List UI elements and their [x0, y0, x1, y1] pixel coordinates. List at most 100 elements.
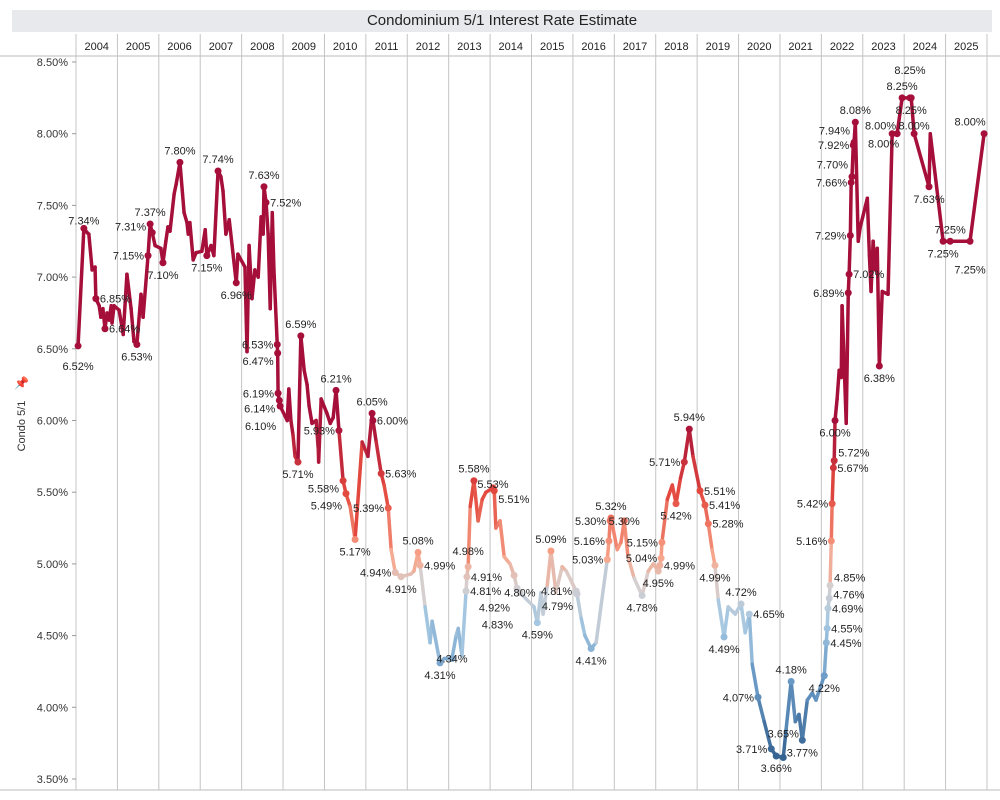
data-label: 6.59%: [285, 319, 316, 331]
data-label: 8.00%: [865, 121, 896, 133]
line-segment: [227, 217, 234, 248]
line-segment: [450, 633, 458, 661]
data-label: 5.58%: [308, 484, 339, 496]
data-label: 4.79%: [542, 601, 573, 613]
data-label: 4.78%: [626, 602, 657, 614]
data-label: 7.25%: [928, 248, 959, 260]
y-tick-label: 4.00%: [37, 702, 68, 714]
data-label: 4.83%: [482, 619, 513, 631]
line-segment: [305, 382, 311, 408]
data-point: [80, 224, 88, 232]
data-point: [939, 237, 947, 245]
line-segment: [640, 569, 651, 598]
data-point: [275, 396, 283, 404]
data-point: [436, 659, 444, 667]
data-label: 5.09%: [535, 534, 566, 546]
line-segment: [660, 497, 670, 545]
y-tick-label: 8.50%: [37, 57, 68, 69]
line-segment: [762, 719, 774, 751]
line-segment: [418, 563, 427, 609]
line-segment: [353, 440, 364, 542]
data-label: 5.51%: [704, 486, 735, 498]
y-tick-label: 5.50%: [37, 487, 68, 499]
data-point: [260, 183, 268, 191]
line-segment: [219, 174, 225, 193]
data-label: 6.52%: [62, 361, 93, 373]
data-point: [605, 537, 613, 545]
data-label: 6.10%: [245, 421, 276, 433]
data-label: 4.85%: [834, 572, 865, 584]
line-segment: [374, 440, 383, 476]
data-label: 4.18%: [776, 664, 807, 676]
data-point: [368, 409, 376, 417]
line-segment: [828, 539, 834, 588]
data-point: [297, 332, 305, 340]
pin-icon[interactable]: 📌: [14, 376, 29, 390]
data-label: 5.04%: [626, 553, 657, 565]
data-label: 4.99%: [699, 572, 730, 584]
data-point: [620, 517, 628, 525]
data-point: [745, 610, 753, 618]
line-segment: [466, 504, 472, 569]
data-label: 5.49%: [311, 501, 342, 513]
data-label: 7.29%: [815, 231, 846, 243]
line-segment: [307, 404, 314, 426]
data-label: 6.53%: [242, 339, 273, 351]
data-label: 4.55%: [831, 623, 862, 635]
data-label: 8.08%: [840, 105, 871, 117]
data-label: 5.53%: [477, 479, 508, 491]
line-segment: [895, 96, 904, 136]
y-tick-label: 7.50%: [37, 200, 68, 212]
data-label: 3.65%: [768, 728, 799, 740]
year-header-2010: 2010: [333, 41, 357, 53]
data-label: 7.80%: [164, 145, 195, 157]
line-segment: [221, 189, 228, 236]
data-label: 8.00%: [954, 117, 985, 129]
data-point: [384, 504, 392, 512]
data-point: [925, 183, 933, 191]
line-segment: [87, 232, 94, 272]
data-point: [351, 536, 359, 544]
data-point: [377, 470, 385, 478]
data-point: [888, 130, 896, 138]
data-point: [850, 138, 858, 146]
data-point: [847, 178, 855, 186]
data-point: [490, 487, 498, 495]
data-point: [276, 402, 284, 410]
data-label: 5.30%: [609, 516, 640, 528]
line-segment: [554, 565, 564, 595]
line-segment: [382, 483, 390, 510]
data-label: 6.00%: [377, 416, 408, 428]
data-label: 4.81%: [470, 586, 501, 598]
data-point: [827, 537, 835, 545]
data-label: 5.39%: [353, 503, 384, 515]
line-segment: [844, 291, 851, 426]
line-segment: [121, 272, 129, 337]
data-point: [516, 589, 524, 597]
data-point: [844, 289, 852, 297]
data-label: 4.81%: [541, 586, 572, 598]
line-segment: [299, 334, 306, 373]
line-segment: [781, 727, 788, 760]
grid-layer: [0, 34, 1000, 791]
data-label: 4.80%: [504, 588, 535, 600]
data-point: [875, 362, 883, 370]
data-point: [92, 295, 100, 303]
data-label: 8.25%: [887, 81, 918, 93]
data-label: 6.85%: [100, 294, 131, 306]
line-segment: [337, 428, 345, 483]
data-point: [680, 458, 688, 466]
data-point: [463, 573, 471, 581]
year-header-2019: 2019: [706, 41, 730, 53]
line-segment: [125, 272, 133, 311]
data-point: [342, 490, 350, 498]
data-point: [654, 567, 662, 575]
data-point: [638, 591, 646, 599]
line-segment: [928, 131, 945, 243]
data-label: 5.16%: [574, 536, 605, 548]
data-label: 5.58%: [458, 464, 489, 476]
data-point: [587, 645, 595, 653]
data-label: 4.95%: [643, 578, 674, 590]
data-point: [274, 389, 282, 397]
y-tick-label: 6.50%: [37, 344, 68, 356]
